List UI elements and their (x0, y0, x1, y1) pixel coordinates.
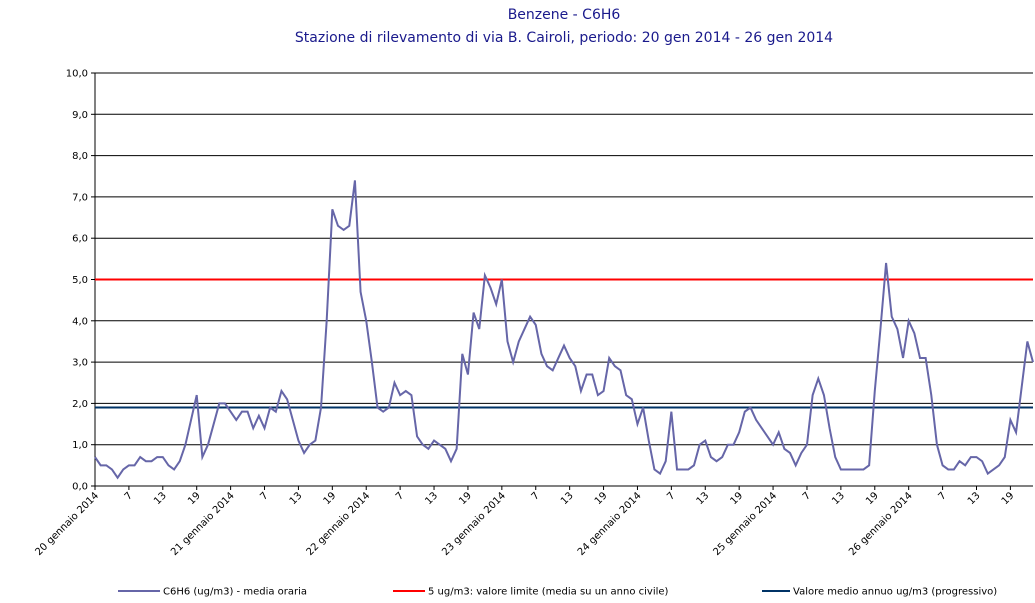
y-tick-label: 1,0 (72, 440, 88, 451)
chart-title: Benzene - C6H6 (508, 7, 621, 23)
y-tick-label: 10,0 (66, 69, 88, 80)
y-tick-label: 5,0 (72, 275, 88, 286)
legend-label: C6H6 (ug/m3) - media oraria (163, 587, 307, 598)
series-line (94, 180, 1034, 480)
legend-label: 5 ug/m3: valore limite (media su un anno… (428, 587, 669, 598)
y-tick-label: 0,0 (72, 482, 88, 493)
y-tick-label: 2,0 (72, 399, 88, 410)
y-tick-label: 4,0 (72, 316, 88, 327)
y-tick-label: 8,0 (72, 151, 88, 162)
y-tick-label: 3,0 (72, 358, 88, 369)
chart-subtitle: Stazione di rilevamento di via B. Cairol… (295, 30, 833, 46)
y-tick-label: 7,0 (72, 192, 88, 203)
legend-label: Valore medio annuo ug/m3 (progressivo) (793, 587, 997, 598)
y-tick-label: 6,0 (72, 234, 88, 245)
y-tick-label: 9,0 (72, 110, 88, 121)
